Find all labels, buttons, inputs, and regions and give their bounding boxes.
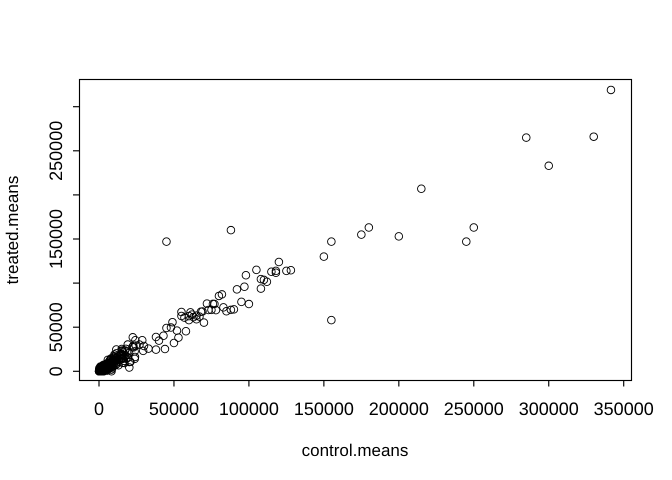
svg-text:150000: 150000	[294, 399, 354, 419]
svg-text:200000: 200000	[369, 399, 429, 419]
svg-text:150000: 150000	[46, 209, 66, 269]
svg-text:0: 0	[94, 399, 104, 419]
svg-text:100000: 100000	[219, 399, 279, 419]
svg-text:350000: 350000	[594, 399, 654, 419]
svg-text:treated.means: treated.means	[3, 176, 22, 285]
svg-text:0: 0	[46, 366, 66, 376]
svg-text:300000: 300000	[519, 399, 579, 419]
svg-text:control.means: control.means	[302, 441, 409, 460]
svg-text:250000: 250000	[46, 121, 66, 181]
svg-text:50000: 50000	[46, 302, 66, 352]
svg-text:250000: 250000	[444, 399, 504, 419]
svg-text:50000: 50000	[149, 399, 199, 419]
